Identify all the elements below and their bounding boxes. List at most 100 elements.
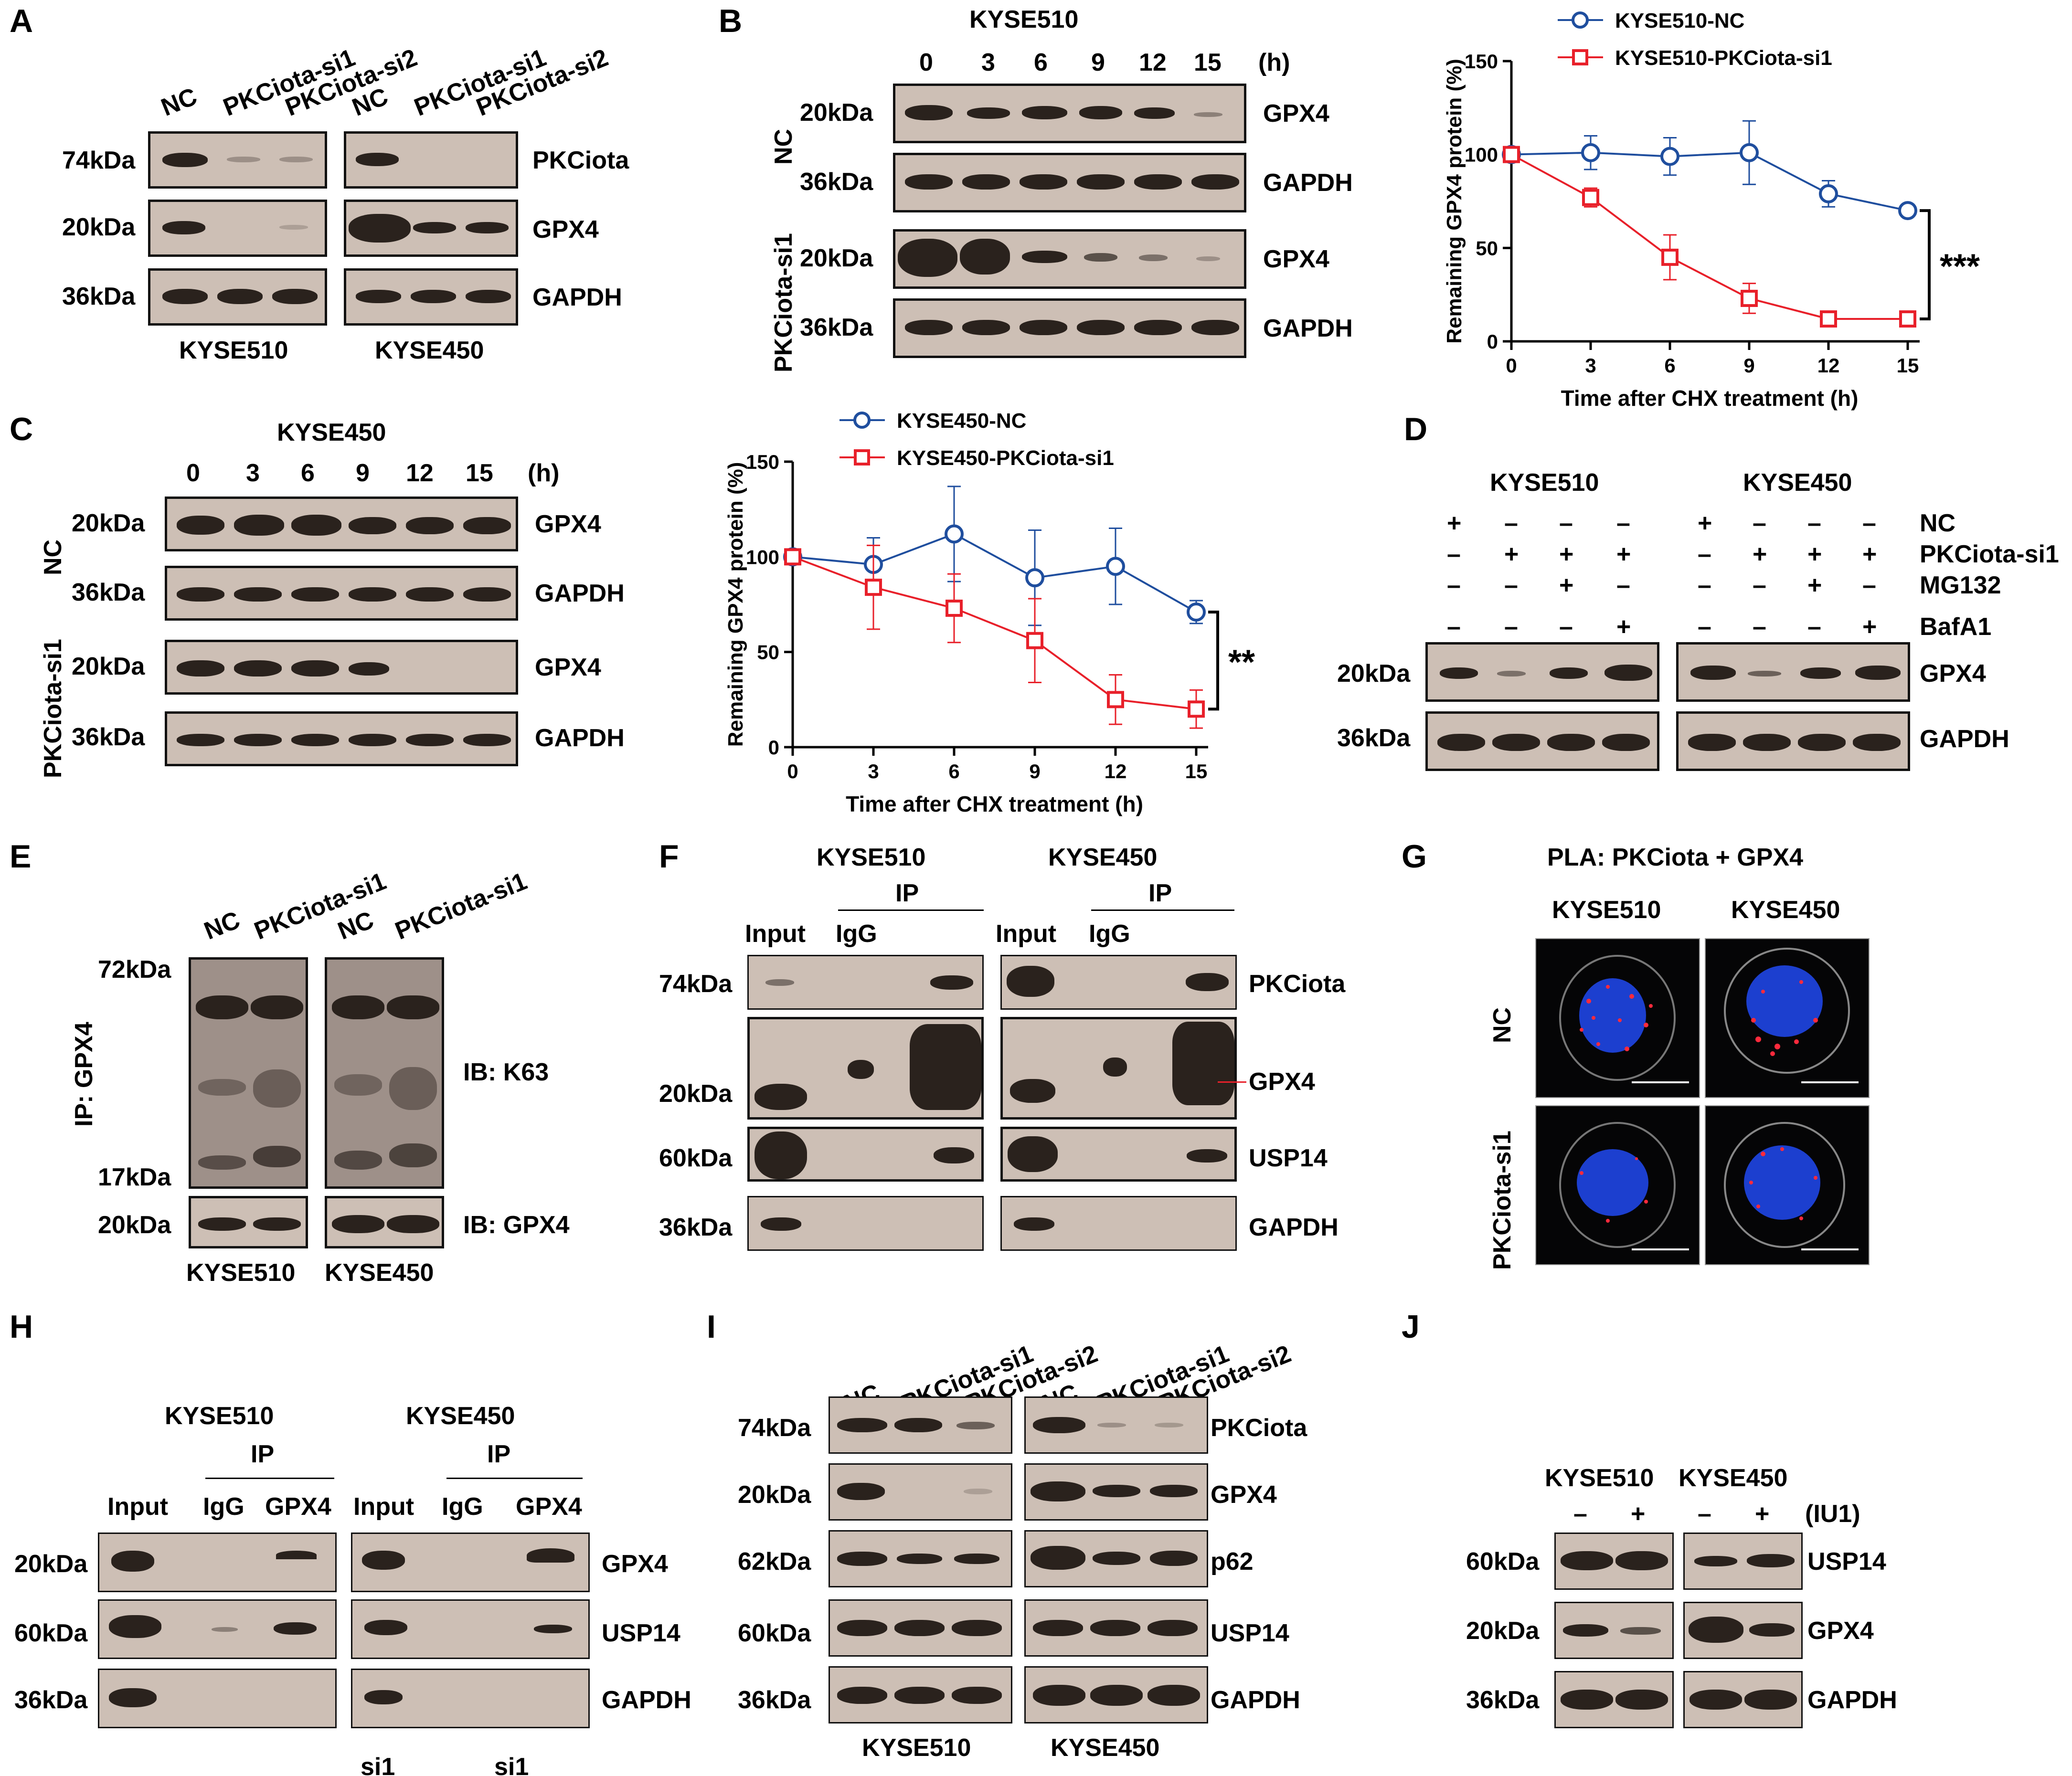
series-line (792, 533, 1197, 613)
time-label: 6 (1034, 49, 1048, 76)
blot (189, 957, 308, 1189)
protein-label: PKCiota (1249, 970, 1346, 998)
mw-label: 20kDa (14, 1550, 88, 1578)
data-point (1025, 568, 1044, 588)
cut-label: si1 (361, 1753, 395, 1776)
mw-label: 20kDa (1466, 1617, 1540, 1645)
blot (165, 711, 518, 766)
cell-line-label: KYSE450 (1743, 469, 1852, 497)
panel-label-c: C (10, 411, 33, 447)
cell-line-label: KYSE450 (1051, 1734, 1160, 1762)
protein-label: GPX4 (1807, 1617, 1874, 1645)
x-axis-label: Time after CHX treatment (h) (846, 792, 1143, 816)
group-label: NC (1488, 1007, 1516, 1043)
ip-label: IP (895, 879, 919, 907)
treatment-sign: + (1807, 540, 1822, 568)
protein-label: USP14 (1211, 1619, 1289, 1647)
cell-line-label: KYSE510 (1490, 469, 1599, 497)
lane-label: Input (996, 920, 1057, 948)
blot (1554, 1602, 1674, 1659)
panel-label-a: A (10, 3, 33, 39)
mw-label: 20kDa (62, 213, 136, 241)
blot (893, 229, 1246, 289)
mw-label: 20kDa (800, 99, 873, 127)
legend-marker (1572, 49, 1588, 65)
treatment-sign: – (1753, 613, 1766, 641)
pla-title: PLA: PKCiota + GPX4 (1547, 844, 1803, 871)
panel-label-i: I (707, 1309, 716, 1345)
lane-label: Input (353, 1493, 414, 1521)
mw-label: 74kDa (659, 970, 733, 998)
blot (829, 1666, 1012, 1723)
data-point (1661, 248, 1679, 266)
mw-label: 20kDa (1337, 660, 1411, 687)
mw-label: 20kDa (72, 653, 145, 680)
blot (165, 497, 518, 551)
blot (325, 1196, 444, 1248)
blot (1683, 1533, 1803, 1590)
blot (747, 955, 984, 1010)
mw-label: 20kDa (659, 1080, 733, 1108)
blot (1024, 1396, 1208, 1454)
line-chart-kyse450: 0 50 100 150 0 3 6 9 12 15 Time after CHX treatmen… (724, 409, 1255, 816)
series-line (1511, 151, 1908, 212)
time-label: 3 (981, 49, 995, 76)
treatment-sign: + (1447, 509, 1462, 537)
lane-label: NC (200, 906, 244, 945)
significance-bracket (1920, 209, 1931, 321)
blot (98, 1599, 337, 1659)
lane-label: IgG (203, 1493, 244, 1521)
treatment-sign: – (1447, 571, 1461, 599)
x-tick-label: 3 (1585, 354, 1596, 377)
protein-label: GPX4 (1249, 1068, 1315, 1096)
blot (747, 1127, 984, 1182)
data-point (1503, 146, 1520, 163)
y-tick-label: 100 (746, 546, 779, 568)
x-tick-label: 12 (1817, 354, 1840, 377)
treatment-sign: – (1504, 509, 1518, 537)
protein-label: GAPDH (602, 1686, 691, 1714)
mw-label: 20kDa (738, 1481, 811, 1509)
panel-label-g: G (1402, 838, 1427, 875)
blot (98, 1533, 337, 1592)
line-chart-kyse510: 0 50 100 150 0 3 6 9 12 15 Time after CHX treatmen… (1443, 9, 1980, 411)
mw-label: 36kDa (800, 168, 873, 196)
lane-label: IgG (442, 1493, 483, 1521)
data-point (1660, 147, 1679, 166)
data-point (1819, 184, 1838, 203)
mw-label: 36kDa (14, 1686, 88, 1714)
mw-label: 74kDa (738, 1414, 811, 1442)
panel-label-b: B (719, 3, 743, 39)
x-tick-label: 15 (1897, 354, 1919, 377)
mw-label: 36kDa (72, 579, 145, 606)
treatment-sign: – (1753, 571, 1766, 599)
y-tick-label: 50 (757, 641, 779, 664)
data-point (945, 524, 964, 544)
lane-label: PKCiota-si1 (391, 867, 531, 945)
cell-line-label: KYSE510 (1545, 1464, 1654, 1492)
mw-label: 17kDa (98, 1163, 171, 1191)
treatment-sign: – (1559, 613, 1573, 641)
treatment-sign: + (1698, 509, 1712, 537)
cut-label: si1 (494, 1753, 529, 1776)
data-point (1582, 189, 1599, 206)
protein-label: GPX4 (535, 654, 601, 681)
panel-label-e: E (10, 838, 32, 875)
blot (351, 1533, 590, 1592)
blot (1000, 1017, 1237, 1120)
treatment-sign: – (1807, 509, 1821, 537)
protein-label: GPX4 (1211, 1481, 1277, 1509)
blot (829, 1599, 1012, 1657)
series-line (1511, 153, 1908, 320)
y-tick-label: 0 (768, 736, 779, 759)
divider (1091, 909, 1234, 911)
cell-line-label: KYSE450 (1731, 896, 1840, 924)
mw-label: 36kDa (72, 723, 145, 751)
blot (351, 1669, 590, 1728)
ip-label: IP (251, 1440, 275, 1468)
protein-label: GAPDH (1920, 725, 2009, 753)
protein-label: GPX4 (532, 216, 599, 243)
treatment-sign: + (1753, 540, 1767, 568)
blot (1024, 1530, 1208, 1587)
